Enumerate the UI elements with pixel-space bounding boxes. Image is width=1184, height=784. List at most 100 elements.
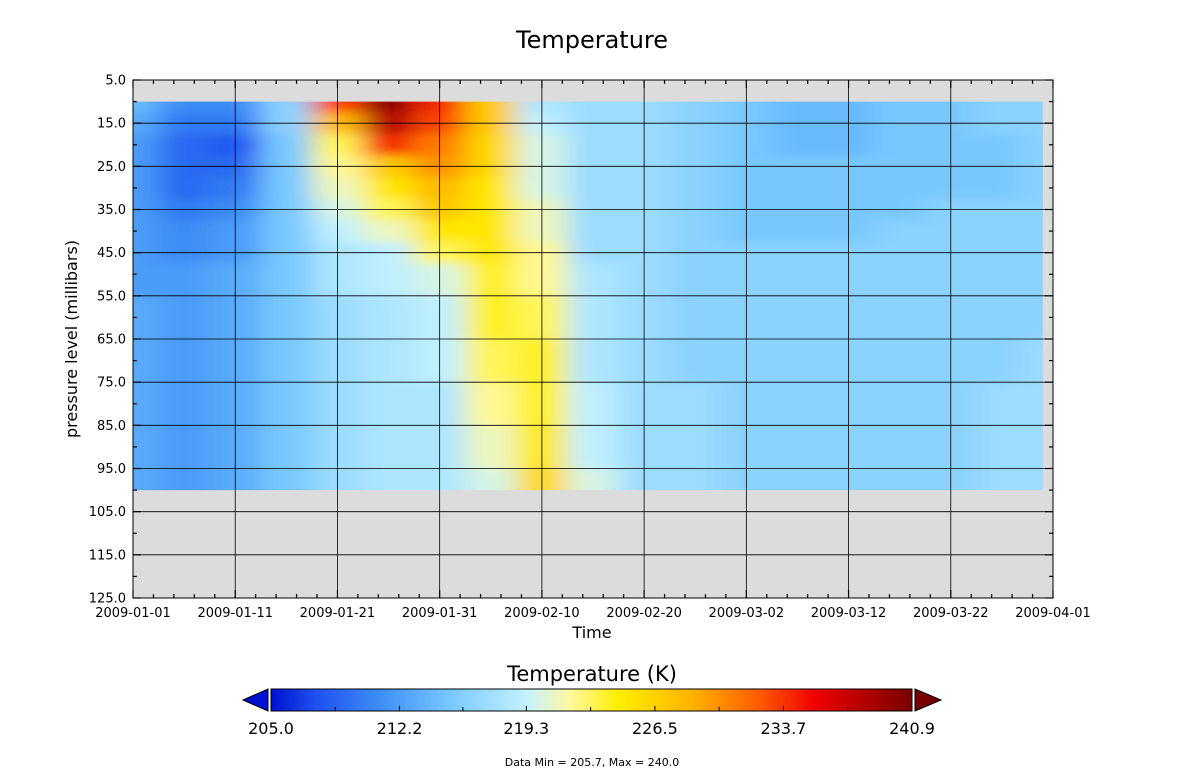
- heat-cell: [976, 177, 1023, 200]
- heat-cell: [465, 101, 517, 113]
- heat-cell: [771, 177, 824, 200]
- heat-cell: [669, 101, 722, 113]
- x-tick-label: 2009-01-11: [197, 606, 273, 621]
- y-tick-label: 105.0: [89, 505, 126, 520]
- y-tick-label: 35.0: [97, 203, 126, 218]
- heat-cell: [260, 382, 313, 426]
- y-tick-label: 45.0: [97, 246, 126, 261]
- heat-cell: [874, 425, 926, 469]
- heat-cell: [363, 101, 415, 113]
- x-axis-label: Time: [571, 623, 611, 642]
- heat-cell: [669, 295, 722, 340]
- heat-cell: [976, 382, 1023, 426]
- heat-cell: [465, 133, 517, 157]
- heat-cell: [1022, 339, 1043, 383]
- heat-cell: [133, 382, 160, 426]
- heat-cell: [158, 295, 211, 340]
- heat-cell: [976, 339, 1023, 383]
- heat-cell: [158, 425, 211, 469]
- heat-cell: [260, 220, 313, 243]
- heat-cell: [260, 295, 313, 340]
- heat-cell: [976, 133, 1023, 157]
- heat-cell: [567, 382, 620, 426]
- heat-cell: [363, 425, 415, 469]
- heat-cell: [260, 177, 313, 200]
- colorbar-extend-high: [914, 688, 943, 712]
- heat-cell: [669, 177, 722, 200]
- heat-cell: [874, 133, 926, 157]
- y-tick-label: 125.0: [89, 592, 126, 607]
- colorbar-tick-labels: 205.0 212.2 219.3 226.5 233.7 240.9: [248, 719, 935, 738]
- heat-cell: [363, 295, 415, 340]
- x-tick-label: 2009-02-20: [606, 606, 682, 621]
- x-tick-label: 2009-01-01: [95, 606, 171, 621]
- heat-cell: [133, 133, 160, 157]
- colorbar: 205.0 212.2 219.3 226.5 233.7 240.9: [241, 688, 943, 738]
- heat-cell: [465, 295, 517, 340]
- heat-cell: [567, 425, 620, 469]
- heat-cell: [158, 220, 211, 243]
- heat-cell: [465, 220, 517, 243]
- heat-cell: [567, 263, 620, 297]
- y-tick-label: 115.0: [89, 548, 126, 563]
- heat-cell: [976, 425, 1023, 469]
- data-range-note: Data Min = 205.7, Max = 240.0: [505, 756, 679, 769]
- heat-cell: [669, 133, 722, 157]
- y-tick-label: 5.0: [105, 74, 126, 89]
- heat-cell: [133, 425, 160, 469]
- colorbar-tick-label: 219.3: [503, 719, 549, 738]
- y-axis-label: pressure level (millibars): [62, 240, 81, 438]
- heat-cell: [1022, 295, 1043, 340]
- heat-cell: [771, 133, 824, 157]
- heat-cell: [669, 220, 722, 243]
- heat-cell: [465, 339, 517, 383]
- heat-cell: [465, 425, 517, 469]
- x-tick-label: 2009-01-31: [402, 606, 478, 621]
- heat-cell: [1022, 220, 1043, 243]
- heat-cell: [158, 133, 211, 157]
- heat-cell: [669, 339, 722, 383]
- heat-cell: [133, 263, 160, 297]
- heat-cell: [133, 177, 160, 200]
- colorbar-tick-label: 212.2: [377, 719, 423, 738]
- y-tick-label: 55.0: [97, 289, 126, 304]
- heat-cell: [363, 382, 415, 426]
- heat-cell: [158, 177, 211, 200]
- heat-cell: [260, 101, 313, 113]
- colorbar-title: Temperature (K): [506, 662, 677, 686]
- y-tick-label: 65.0: [97, 333, 126, 348]
- plot-frame: [132, 79, 1054, 599]
- heat-cell: [874, 101, 926, 113]
- heat-cell: [567, 133, 620, 157]
- heat-cell: [1022, 468, 1043, 491]
- x-tick-label: 2009-03-02: [709, 606, 785, 621]
- heat-cell: [669, 263, 722, 297]
- heat-cell: [363, 133, 415, 157]
- heat-cell: [567, 101, 620, 113]
- heat-cell: [260, 468, 313, 491]
- heat-cell: [874, 263, 926, 297]
- x-tick-label: 2009-03-22: [913, 606, 989, 621]
- y-tick-label: 85.0: [97, 419, 126, 434]
- heat-cell: [363, 468, 415, 491]
- heat-cell: [771, 263, 824, 297]
- heat-cell: [158, 339, 211, 383]
- heat-cell: [158, 382, 211, 426]
- heat-cell: [976, 220, 1023, 243]
- heat-cell: [158, 101, 211, 113]
- x-tick-label: 2009-02-10: [504, 606, 580, 621]
- heat-cell: [771, 101, 824, 113]
- chart-title: Temperature: [515, 26, 668, 54]
- y-tick-label: 95.0: [97, 462, 126, 477]
- heat-cell: [465, 382, 517, 426]
- heat-cell: [567, 339, 620, 383]
- heat-cell: [1022, 425, 1043, 469]
- heat-cell: [669, 425, 722, 469]
- heat-cell: [1022, 133, 1043, 157]
- heat-cell: [976, 263, 1023, 297]
- heat-cell: [465, 468, 517, 491]
- heat-cell: [771, 339, 824, 383]
- heat-cell: [158, 468, 211, 491]
- heat-cell: [771, 382, 824, 426]
- heat-cell: [771, 425, 824, 469]
